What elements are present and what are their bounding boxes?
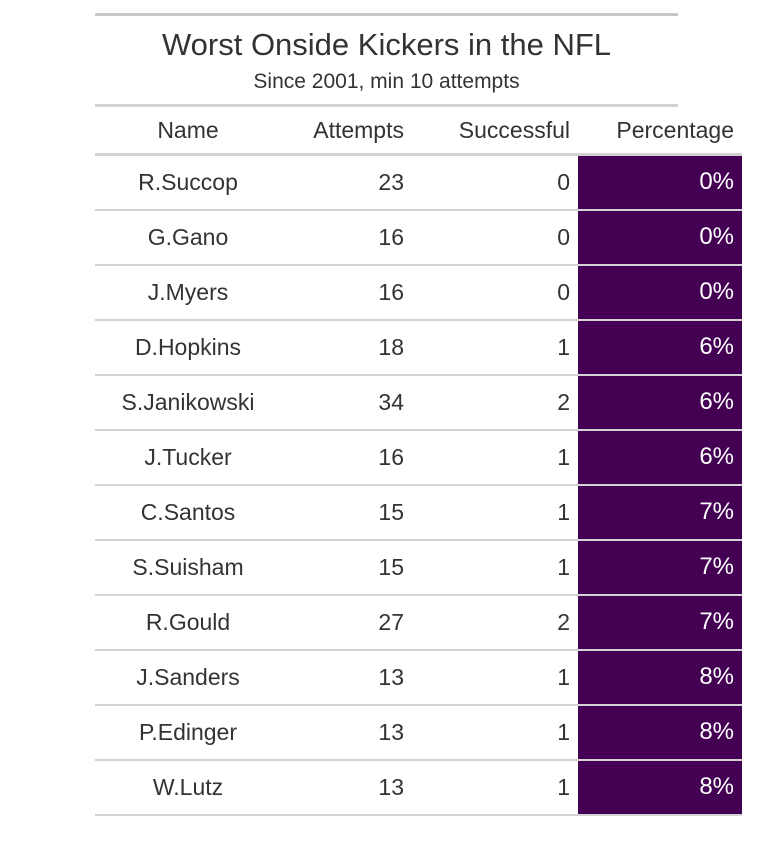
cell-percentage: 8% <box>578 759 742 816</box>
cell-attempts: 16 <box>281 209 412 266</box>
cell-name: P.Edinger <box>95 704 281 761</box>
cell-name: J.Myers <box>95 264 281 321</box>
cell-attempts: 13 <box>281 759 412 816</box>
cell-name: W.Lutz <box>95 759 281 816</box>
heading-rule <box>95 104 678 107</box>
cell-name: G.Gano <box>95 209 281 266</box>
cell-successful: 1 <box>412 649 578 706</box>
header-row: Name Attempts Successful Percentage <box>95 107 742 156</box>
cell-successful: 1 <box>412 319 578 376</box>
cell-name: R.Gould <box>95 594 281 651</box>
table-body: R.Succop 23 0 0% G.Gano 16 0 0% J.Myers 16 0 0% D.Ho… <box>95 154 742 816</box>
gt-table: Worst Onside Kickers in the NFL Since 20… <box>95 13 742 816</box>
cell-attempts: 15 <box>281 484 412 541</box>
cell-attempts: 13 <box>281 704 412 761</box>
cell-attempts: 18 <box>281 319 412 376</box>
cell-percentage: 6% <box>578 429 742 486</box>
table-row: R.Gould 27 2 7% <box>95 594 742 651</box>
cell-attempts: 27 <box>281 594 412 651</box>
table-row: R.Succop 23 0 0% <box>95 154 742 211</box>
cell-percentage: 6% <box>578 319 742 376</box>
cell-attempts: 23 <box>281 154 412 211</box>
cell-attempts: 34 <box>281 374 412 431</box>
column-header-percentage: Percentage <box>578 107 742 156</box>
cell-attempts: 13 <box>281 649 412 706</box>
cell-percentage: 7% <box>578 484 742 541</box>
column-header-successful: Successful <box>412 107 578 156</box>
table-row: J.Myers 16 0 0% <box>95 264 742 321</box>
cell-name: S.Janikowski <box>95 374 281 431</box>
table-row: G.Gano 16 0 0% <box>95 209 742 266</box>
cell-percentage: 7% <box>578 539 742 596</box>
table-row: W.Lutz 13 1 8% <box>95 759 742 816</box>
cell-attempts: 16 <box>281 429 412 486</box>
cell-percentage: 0% <box>578 209 742 266</box>
cell-attempts: 15 <box>281 539 412 596</box>
cell-name: R.Succop <box>95 154 281 211</box>
table-row: J.Tucker 16 1 6% <box>95 429 742 486</box>
cell-attempts: 16 <box>281 264 412 321</box>
table-title: Worst Onside Kickers in the NFL <box>161 27 612 62</box>
cell-percentage: 0% <box>578 154 742 211</box>
cell-percentage: 8% <box>578 704 742 761</box>
cell-percentage: 0% <box>578 264 742 321</box>
cell-percentage: 7% <box>578 594 742 651</box>
cell-name: J.Sanders <box>95 649 281 706</box>
cell-percentage: 8% <box>578 649 742 706</box>
cell-successful: 1 <box>412 759 578 816</box>
column-header-name: Name <box>95 107 281 156</box>
cell-name: C.Santos <box>95 484 281 541</box>
column-header-attempts: Attempts <box>281 107 412 156</box>
cell-successful: 1 <box>412 539 578 596</box>
cell-name: D.Hopkins <box>95 319 281 376</box>
cell-name: S.Suisham <box>95 539 281 596</box>
table-row: D.Hopkins 18 1 6% <box>95 319 742 376</box>
cell-successful: 2 <box>412 594 578 651</box>
cell-successful: 0 <box>412 209 578 266</box>
cell-successful: 0 <box>412 264 578 321</box>
cell-successful: 2 <box>412 374 578 431</box>
cell-successful: 1 <box>412 484 578 541</box>
table-row: S.Janikowski 34 2 6% <box>95 374 742 431</box>
kickers-table: Name Attempts Successful Percentage R.Su… <box>95 107 742 816</box>
table-row: S.Suisham 15 1 7% <box>95 539 742 596</box>
cell-successful: 1 <box>412 429 578 486</box>
cell-successful: 0 <box>412 154 578 211</box>
cell-name: J.Tucker <box>95 429 281 486</box>
table-row: C.Santos 15 1 7% <box>95 484 742 541</box>
table-row: J.Sanders 13 1 8% <box>95 649 742 706</box>
top-rule <box>95 13 678 16</box>
table-subtitle: Since 2001, min 10 attempts <box>253 70 520 93</box>
cell-percentage: 6% <box>578 374 742 431</box>
cell-successful: 1 <box>412 704 578 761</box>
table-row: P.Edinger 13 1 8% <box>95 704 742 761</box>
